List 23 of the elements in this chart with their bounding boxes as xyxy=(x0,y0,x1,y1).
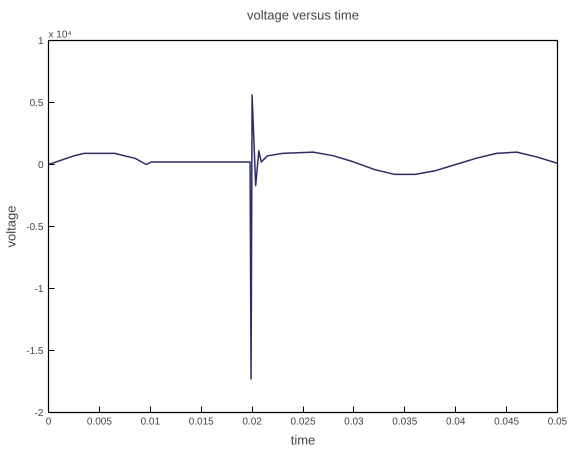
x-tick-label: 0.04 xyxy=(446,416,466,428)
y-tick-label: 0.5 xyxy=(30,98,44,109)
x-tick-label: 0.015 xyxy=(188,416,214,428)
x-tick-label: 0.025 xyxy=(290,416,316,428)
y-tick-label: 1 xyxy=(38,36,44,47)
x-tick-label: 0 xyxy=(46,416,52,428)
chart-title: voltage versus time xyxy=(247,8,360,22)
y-tick-label: -1 xyxy=(34,284,44,295)
x-tick-label: 0.005 xyxy=(86,416,112,428)
line-series xyxy=(48,94,558,380)
y-tick-label: -0.5 xyxy=(26,222,44,233)
x-tick-label: 0.035 xyxy=(392,416,418,428)
x-tick-label: 0.03 xyxy=(344,416,364,428)
x-tick-label: 0.05 xyxy=(548,416,568,428)
y-tick-label: 0 xyxy=(38,160,44,171)
y-tick-label: -2 xyxy=(34,408,44,419)
x-tick-label: 0.045 xyxy=(494,416,520,428)
x-tick-label: 0.01 xyxy=(140,416,160,428)
y-axis-title: voltage xyxy=(3,206,18,248)
x-axis-title: time xyxy=(290,432,316,448)
y-tick-label: -1.5 xyxy=(26,346,44,357)
annotation: x 10⁴ xyxy=(48,30,72,40)
x-tick-label: 0.02 xyxy=(242,416,262,428)
